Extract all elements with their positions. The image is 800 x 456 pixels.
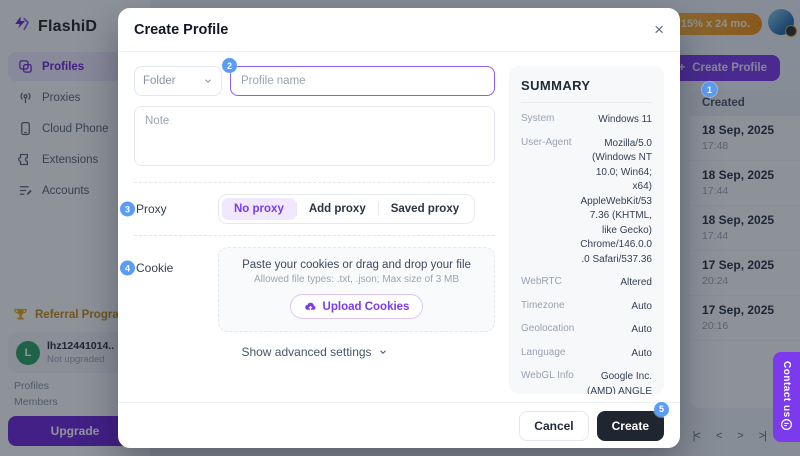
modal-header: Create Profile × [118, 8, 680, 52]
segment-divider [295, 202, 297, 216]
referral-program-link[interactable]: Referral Program [0, 299, 150, 330]
flashid-logo-icon [13, 15, 31, 38]
sidebar-item-label: Proxies [42, 91, 81, 104]
proxy-option-add-proxy[interactable]: Add proxy [308, 203, 366, 215]
referral-label: Referral Program [35, 308, 129, 321]
table-row[interactable]: 17 Sep, 2025 20:24 [690, 251, 800, 296]
contact-us-tab[interactable]: Contact us [773, 352, 800, 442]
summary-row-system: System Windows 11 [521, 113, 652, 125]
show-advanced-settings-link[interactable]: Show advanced settings [134, 345, 495, 359]
table-row[interactable]: 17 Sep, 2025 20:16 [690, 296, 800, 341]
upload-cookies-button[interactable]: Upload Cookies [289, 294, 424, 319]
account-avatar[interactable] [768, 9, 797, 37]
table-row[interactable]: 18 Sep, 2025 17:48 [690, 116, 800, 161]
puzzle-icon [18, 153, 28, 166]
summary-row-geolocation: Geolocation Auto [521, 323, 652, 335]
accounts-icon [19, 186, 32, 195]
user-avatar: L [16, 340, 40, 365]
divider [134, 235, 495, 236]
trophy-icon [14, 308, 27, 320]
folder-select[interactable]: Folder [134, 66, 222, 96]
user-name: lhz12441014... [47, 340, 118, 352]
contact-us-label: Contact us [781, 361, 792, 418]
chat-icon [780, 418, 793, 436]
proxy-field-label: 3 Proxy [120, 201, 218, 217]
cookie-field-label: 4 Cookie [120, 260, 218, 276]
chevron-down-icon [379, 350, 386, 354]
phone-icon [21, 121, 30, 136]
sidebar-item-extensions[interactable]: Extensions [8, 145, 142, 174]
proxy-segmented-control: No proxy Add proxy Saved proxy [218, 194, 476, 224]
dropzone-hint: Allowed file types: .txt, .json; Max siz… [253, 274, 460, 285]
promo-pill[interactable]: 15% x 24 mo. [668, 13, 762, 35]
modal-title: Create Profile [134, 21, 229, 38]
step-badge-5: 5 [654, 401, 669, 417]
summary-row-webrtc: WebRTC Altered [521, 276, 652, 288]
proxies-icon [20, 92, 31, 104]
divider [134, 182, 495, 183]
profile-name-input[interactable] [230, 66, 495, 96]
table-row[interactable]: 18 Sep, 2025 17:44 [690, 161, 800, 206]
user-status: Not upgraded [47, 354, 105, 365]
summary-row-timezone: Timezone Auto [521, 299, 652, 312]
avatar-mini-badge [785, 25, 797, 37]
sidebar-item-label: Accounts [42, 184, 90, 197]
prev-page-icon[interactable]: < [715, 430, 723, 442]
profiles-stat-label: Profiles [14, 380, 50, 392]
step-badge-4: 4 [120, 260, 135, 276]
members-stat-label: Members [14, 396, 58, 408]
note-textarea[interactable] [134, 106, 495, 166]
sidebar-item-label: Extensions [42, 153, 99, 166]
segment-divider [377, 202, 379, 216]
proxy-option-saved-proxy[interactable]: Saved proxy [390, 203, 460, 215]
sidebar-item-label: Profiles [42, 60, 85, 73]
profiles-icon [19, 60, 32, 73]
profiles-table: Created 18 Sep, 2025 17:48 18 Sep, 2025 … [690, 90, 800, 408]
table-row[interactable]: 18 Sep, 2025 17:44 [690, 206, 800, 251]
first-page-icon[interactable]: |< [692, 430, 701, 442]
brand-name: FlashiD [38, 17, 98, 35]
brand-logo: FlashiD [0, 0, 150, 51]
last-page-icon[interactable]: >| [758, 430, 767, 442]
sidebar-item-label: Cloud Phone [42, 122, 109, 135]
plus-icon: + [678, 62, 686, 74]
summary-row-user-agent: User-Agent Mozilla/5.0 (Windows NT 10.0; … [521, 136, 652, 265]
next-page-icon[interactable]: > [737, 430, 744, 442]
summary-panel: SUMMARY System Windows 11 User-Agent Mozil… [509, 66, 664, 394]
summary-row-language: Language Auto [521, 346, 652, 359]
close-icon[interactable]: × [654, 20, 664, 39]
profile-form: Folder 2 3 Proxy No proxy Add pr [120, 58, 495, 394]
sidebar-item-cloud-phone[interactable]: Cloud Phone [8, 114, 142, 143]
step-badge-1: 1 [702, 82, 717, 97]
create-profile-modal: Create Profile × Folder 2 3 Proxy [118, 8, 680, 448]
cancel-button[interactable]: Cancel [519, 410, 589, 441]
proxy-option-no-proxy[interactable]: No proxy [222, 198, 296, 220]
step-badge-2: 2 [222, 58, 237, 73]
chevron-down-icon [205, 79, 211, 83]
create-profile-button[interactable]: + Create Profile [665, 55, 780, 81]
create-button[interactable]: Create 5 [596, 401, 669, 441]
cookie-dropzone[interactable]: Paste your cookies or drag and drop your… [218, 247, 495, 332]
modal-footer: Cancel Create 5 [118, 401, 680, 448]
cloud-upload-icon [304, 302, 315, 311]
sidebar-item-accounts[interactable]: Accounts [8, 176, 142, 205]
dropzone-title: Paste your cookies or drag and drop your… [242, 259, 471, 271]
sidebar-item-proxies[interactable]: Proxies [8, 83, 142, 112]
summary-title: SUMMARY [521, 78, 652, 103]
step-badge-3: 3 [120, 201, 135, 217]
